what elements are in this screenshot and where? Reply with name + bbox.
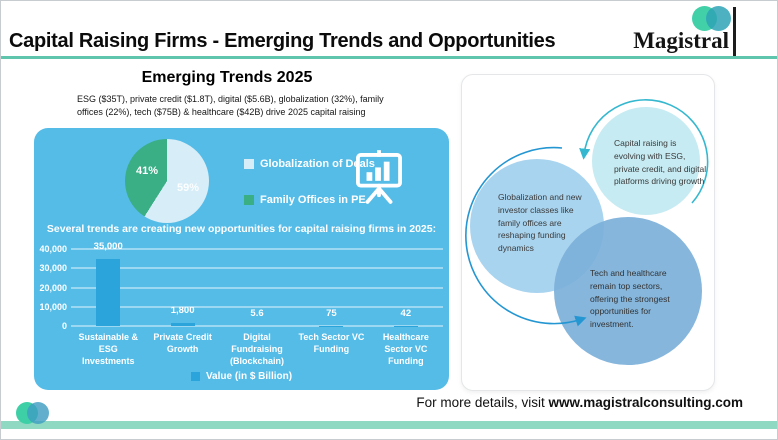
- footer-url-link[interactable]: www.magistralconsulting.com: [548, 395, 743, 410]
- bars: 35,000 1,800 5.6 75 42: [71, 241, 443, 326]
- legend-label: Globalization of Deals: [260, 158, 375, 170]
- bar-value-label: 35,000: [93, 240, 123, 252]
- pie-legend: Globalization of Deals Family Offices in …: [244, 158, 375, 206]
- legend-swatch: [244, 159, 254, 169]
- bar-category-label: Private Credit Growth: [153, 332, 212, 355]
- gridline: [71, 325, 443, 327]
- bar-legend: Value (in $ Billion): [34, 371, 449, 382]
- y-tick-label: 0: [61, 321, 67, 331]
- y-tick-label: 10,000: [39, 301, 67, 312]
- legend-label: Family Offices in PE: [260, 194, 366, 206]
- intro-description: ESG ($35T), private credit ($1.8T), digi…: [77, 94, 384, 118]
- pie-chart: 41% 59%: [125, 139, 209, 223]
- bar-category-label: Digital Fundraising (Blockchain): [230, 332, 285, 367]
- bar-legend-swatch: [190, 372, 200, 381]
- bar-chart-title: Several trends are creating new opportun…: [46, 223, 437, 235]
- logo-teal-circle-icon: [706, 6, 731, 31]
- insight-text-capital-raising: Capital raising is evolving with ESG, pr…: [614, 138, 707, 187]
- bar-category-label: Sustainable & ESG Investments: [78, 332, 138, 367]
- bar-legend-label: Value (in $ Billion): [205, 371, 293, 382]
- logo-text: Magistral: [633, 28, 729, 53]
- footer-prefix: For more details, visit: [416, 395, 545, 410]
- logo-divider: [733, 7, 736, 56]
- bar-column: 75: [294, 249, 368, 326]
- page-title: Capital Raising Firms - Emerging Trends …: [9, 30, 556, 52]
- chart-panel: 41% 59% Globalization of Deals Family Off…: [34, 128, 449, 390]
- insight-text-tech-healthcare: Tech and healthcare remain top sectors, …: [590, 268, 670, 329]
- bar-column: 35,000: [71, 241, 145, 326]
- y-tick-label: 40,000: [39, 244, 67, 254]
- bar-category-label: Healthcare Sector VC Funding: [382, 332, 429, 367]
- bar-categories: Sustainable & ESG Investments Private Cre…: [71, 331, 443, 367]
- section-subtitle: Emerging Trends 2025: [141, 69, 313, 86]
- bottom-accent-bar: [1, 421, 777, 429]
- bar-column: 5.6: [220, 249, 294, 326]
- bar-plot: [71, 248, 443, 327]
- bar-value-label: 42: [400, 307, 412, 319]
- pie-legend-item: Globalization of Deals: [244, 158, 375, 170]
- y-tick-label: 30,000: [39, 263, 67, 274]
- footer-blue-circle-icon: [27, 402, 49, 424]
- bar-category-label: Tech Sector VC Funding: [298, 332, 365, 355]
- y-axis: 40,000 30,000 20,000 10,000 0: [34, 244, 67, 331]
- footer-text: For more details, visit www.magistralcon…: [416, 395, 743, 410]
- gridline: [71, 287, 443, 288]
- bar-column: 1,800: [145, 249, 219, 326]
- bar-value-label: 1,800: [170, 304, 195, 316]
- bar: [96, 258, 121, 326]
- bar: [170, 322, 195, 326]
- legend-swatch: [244, 195, 254, 205]
- y-tick-label: 20,000: [39, 282, 67, 293]
- insights-panel: Capital raising is evolving with ESG, pr…: [461, 74, 715, 391]
- presentation-chart-icon: [356, 150, 402, 204]
- bar-value-label: 5.6: [250, 308, 264, 319]
- insight-text-globalization: Globalization and new investor classes l…: [498, 192, 582, 253]
- gridline: [71, 248, 443, 250]
- gridline: [71, 306, 443, 308]
- bar-column: 42: [369, 249, 443, 326]
- title-underline: [1, 56, 777, 59]
- gridline: [71, 267, 443, 269]
- pie-slice-label-59: 59%: [177, 182, 200, 194]
- pie-legend-item: Family Offices in PE: [244, 194, 375, 206]
- pie-slice-label-41: 41%: [136, 165, 159, 177]
- bar-value-label: 75: [326, 307, 337, 319]
